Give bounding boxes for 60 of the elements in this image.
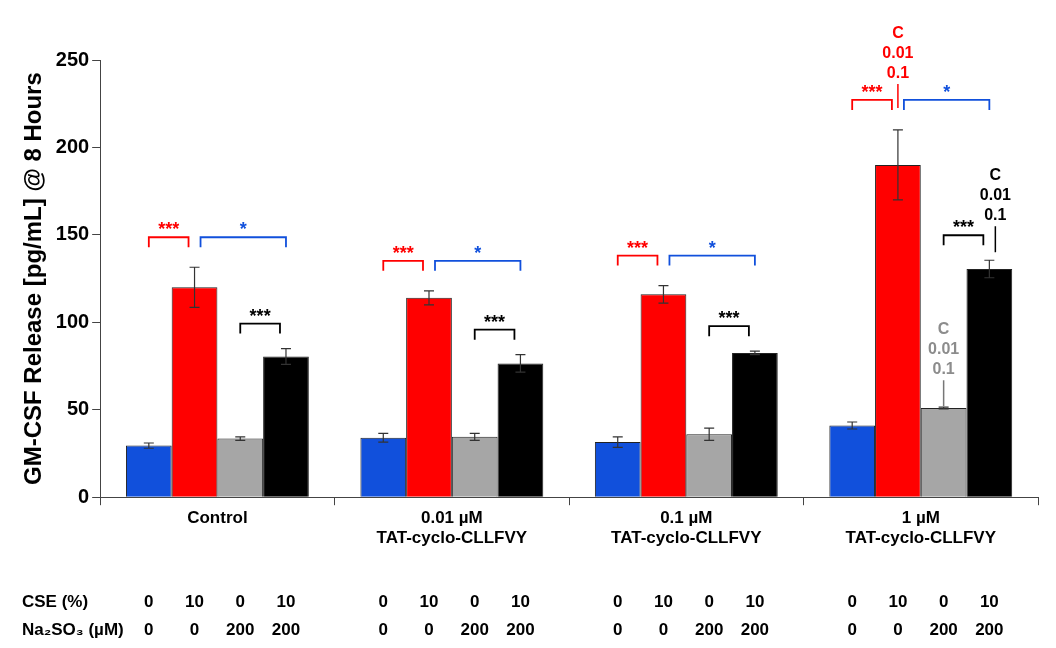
text: 200 bbox=[271, 619, 301, 639]
y-tick-label: 150 bbox=[55, 222, 90, 245]
text: 200 bbox=[460, 619, 489, 639]
text: 0 bbox=[938, 591, 949, 611]
annotation: *** bbox=[861, 81, 883, 102]
text: 0 bbox=[658, 619, 669, 639]
text: 0 bbox=[144, 591, 154, 611]
text: 200 bbox=[506, 619, 535, 639]
text: 10 bbox=[276, 591, 296, 611]
annotation: *** bbox=[249, 305, 271, 326]
annotation: * bbox=[474, 242, 482, 263]
annotation: C 0.01 0.1 bbox=[882, 23, 914, 81]
annotation: * bbox=[239, 219, 247, 240]
x-tick-label: 1 µM TAT-cyclo-CLLFVY bbox=[845, 508, 997, 548]
y-axis-title: GM-CSF Release [pg/mL] @ 8 Hours bbox=[19, 72, 47, 485]
text: 10 bbox=[185, 591, 204, 611]
text: 10 bbox=[419, 591, 439, 611]
annotation: *** bbox=[392, 242, 414, 263]
annotation: * bbox=[943, 81, 951, 102]
text: 10 bbox=[979, 591, 999, 611]
y-tick-label: 50 bbox=[66, 397, 90, 420]
text: 0 bbox=[469, 591, 480, 611]
annotation: C 0.01 0.1 bbox=[979, 166, 1012, 224]
y-tick-label: 100 bbox=[55, 309, 90, 332]
text: 0 bbox=[847, 591, 857, 611]
text: 200 bbox=[226, 619, 255, 639]
annotation: *** bbox=[158, 219, 180, 240]
annotation: *** bbox=[627, 237, 649, 258]
annotation: *** bbox=[952, 217, 974, 238]
text: 0 bbox=[144, 619, 154, 639]
x-tick-label: Control bbox=[187, 508, 248, 528]
text: 10 bbox=[745, 591, 765, 611]
text: 0 bbox=[613, 619, 623, 639]
text: 200 bbox=[740, 619, 770, 639]
x-tick-label: 0.01 µM TAT-cyclo-CLLFVY bbox=[376, 508, 528, 548]
y-tick-label: 0 bbox=[78, 484, 90, 507]
text: CSE (%) bbox=[22, 591, 89, 611]
text: 0 bbox=[235, 591, 245, 611]
text: Na₂SO₃ (µM) bbox=[22, 619, 124, 639]
y-tick-label: 200 bbox=[55, 134, 90, 157]
annotation: * bbox=[708, 237, 716, 258]
text: 0 bbox=[613, 591, 623, 611]
text: 10 bbox=[653, 591, 673, 611]
annotation: C 0.01 0.1 bbox=[928, 320, 960, 378]
text: 0 bbox=[378, 591, 389, 611]
text: 0 bbox=[189, 619, 200, 639]
text: 200 bbox=[694, 619, 724, 639]
text: 10 bbox=[510, 591, 530, 611]
x-tick-label: 0.1 µM TAT-cyclo-CLLFVY bbox=[611, 508, 763, 548]
annotation: *** bbox=[484, 311, 506, 332]
text: 0 bbox=[378, 619, 389, 639]
text: 0 bbox=[424, 619, 434, 639]
text: 0 bbox=[847, 619, 857, 639]
text: 0 bbox=[893, 619, 903, 639]
annotation: *** bbox=[718, 308, 740, 329]
text: 200 bbox=[929, 619, 958, 639]
text: 10 bbox=[888, 591, 908, 611]
text: 200 bbox=[975, 619, 1004, 639]
y-tick-label: 250 bbox=[55, 47, 90, 70]
text: 0 bbox=[704, 591, 714, 611]
